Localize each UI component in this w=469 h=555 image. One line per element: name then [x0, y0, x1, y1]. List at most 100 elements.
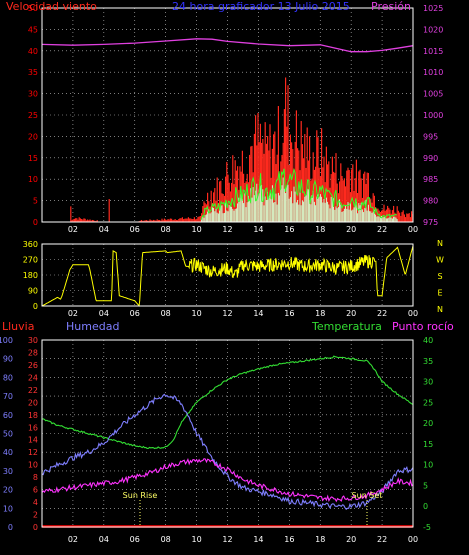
rain-y-tick: 10: [28, 461, 38, 470]
x-tick-label-wind: 00: [408, 225, 418, 234]
wind-panel-frame: [41, 7, 414, 223]
x-tick-label-direction: 12: [222, 309, 232, 318]
direction-y-tick: 0: [33, 302, 38, 311]
x-tick-label-wind: 22: [377, 225, 387, 234]
x-tick-label-direction: 02: [68, 309, 78, 318]
x-tick-label-wind: 10: [191, 225, 201, 234]
wind-gust-line: [200, 167, 397, 220]
humidity-y-tick: 30: [3, 467, 13, 476]
wind-y-tick: 40: [28, 47, 38, 56]
temperature-y-tick: 10: [423, 461, 433, 470]
rain-y-tick: 20: [28, 398, 38, 407]
x-tick-label-humidity: 18: [315, 535, 325, 544]
compass-w-label: W: [436, 256, 444, 265]
x-tick-label-wind: 02: [68, 225, 78, 234]
direction-y-tick: 180: [23, 271, 38, 280]
temperature-label: Temperatura: [312, 320, 382, 333]
x-tick-label-humidity: 16: [284, 535, 294, 544]
rain-y-tick: 8: [33, 473, 38, 482]
compass-n-label: N: [437, 239, 443, 248]
humidity-y-tick: 70: [3, 392, 13, 401]
sunset-label: Sun Set: [352, 491, 383, 500]
direction-y-tick: 90: [28, 287, 38, 296]
humidity-y-tick: 20: [3, 486, 13, 495]
wind-y-tick: 10: [28, 175, 38, 184]
x-tick-label-humidity: 12: [222, 535, 232, 544]
x-tick-label-direction: 18: [315, 309, 325, 318]
temperature-line: [41, 355, 414, 450]
humidity-y-tick: 90: [3, 355, 13, 364]
x-tick-label-wind: 16: [284, 225, 294, 234]
wind-y-tick: 30: [28, 90, 38, 99]
x-tick-label-humidity: 22: [377, 535, 387, 544]
x-tick-label-wind: 14: [253, 225, 263, 234]
rain-y-tick: 4: [33, 498, 38, 507]
rain-y-tick: 30: [28, 336, 38, 345]
x-tick-label-direction: 16: [284, 309, 294, 318]
wind-y-tick: 20: [28, 132, 38, 141]
rain-label: Lluvia: [2, 320, 35, 333]
rain-y-tick: 14: [28, 436, 38, 445]
x-tick-label-wind: 20: [346, 225, 356, 234]
humidity-y-tick: 0: [8, 523, 13, 532]
rain-y-tick: 22: [28, 386, 38, 395]
pressure-y-tick: 985: [423, 175, 438, 184]
sunrise-label: Sun Rise: [123, 491, 158, 500]
x-tick-label-direction: 10: [191, 309, 201, 318]
x-tick-label-direction: 20: [346, 309, 356, 318]
wind-speed-label: Velocidad viento: [6, 0, 97, 13]
direction-panel-frame: [41, 243, 414, 307]
humidity-line: [41, 393, 414, 510]
pressure-y-tick: 975: [423, 218, 438, 227]
rain-y-tick: 26: [28, 361, 38, 370]
chart-title: 24 hora graficador 13 Julio 2015: [172, 0, 350, 13]
pressure-y-tick: 980: [423, 197, 438, 206]
temperature-y-tick: 30: [423, 378, 433, 387]
x-tick-label-direction: 04: [99, 309, 109, 318]
x-tick-label-humidity: 00: [408, 535, 418, 544]
marks-layer: [41, 38, 414, 528]
temperature-y-tick: 25: [423, 398, 433, 407]
x-tick-label-wind: 04: [99, 225, 109, 234]
pressure-y-tick: 1000: [423, 111, 443, 120]
compass-n-label: N: [437, 305, 443, 314]
pressure-y-tick: 995: [423, 132, 438, 141]
humidity-y-tick: 80: [3, 373, 13, 382]
dewpoint-label: Punto rocío: [392, 320, 454, 333]
pressure-y-tick: 1010: [423, 68, 443, 77]
x-tick-label-humidity: 14: [253, 535, 263, 544]
direction-y-tick: 270: [23, 256, 38, 265]
x-tick-label-humidity: 10: [191, 535, 201, 544]
temperature-y-tick: 40: [423, 336, 433, 345]
wind-y-tick: 45: [28, 25, 38, 34]
rain-y-tick: 0: [33, 523, 38, 532]
x-tick-label-wind: 18: [315, 225, 325, 234]
x-tick-label-direction: 22: [377, 309, 387, 318]
x-tick-label-humidity: 06: [130, 535, 140, 544]
temperature-y-tick: -5: [423, 523, 431, 532]
rain-y-tick: 18: [28, 411, 38, 420]
rain-y-tick: 6: [33, 486, 38, 495]
x-tick-label-direction: 14: [253, 309, 263, 318]
x-tick-label-wind: 12: [222, 225, 232, 234]
dewpoint-line: [41, 457, 414, 503]
wind-direction-line: [41, 245, 414, 307]
x-tick-label-humidity: 04: [99, 535, 109, 544]
compass-e-label: E: [437, 289, 442, 298]
direction-y-tick: 360: [23, 240, 38, 249]
wind-y-tick: 0: [33, 218, 38, 227]
x-tick-label-direction: 06: [130, 309, 140, 318]
rain-y-tick: 2: [33, 511, 38, 520]
temperature-y-tick: 15: [423, 440, 433, 449]
humidity-y-tick: 10: [3, 504, 13, 513]
x-tick-label-wind: 06: [130, 225, 140, 234]
x-tick-label-humidity: 08: [161, 535, 171, 544]
pressure-y-tick: 1005: [423, 90, 443, 99]
temperature-y-tick: 20: [423, 419, 433, 428]
humidity-label: Humedad: [66, 320, 120, 333]
humidity-panel-frame: [41, 339, 414, 528]
humidity-y-tick: 100: [0, 336, 13, 345]
bottom-header: Lluvia Humedad Temperatura Punto rocío: [0, 320, 469, 334]
compass-s-label: S: [437, 272, 442, 281]
